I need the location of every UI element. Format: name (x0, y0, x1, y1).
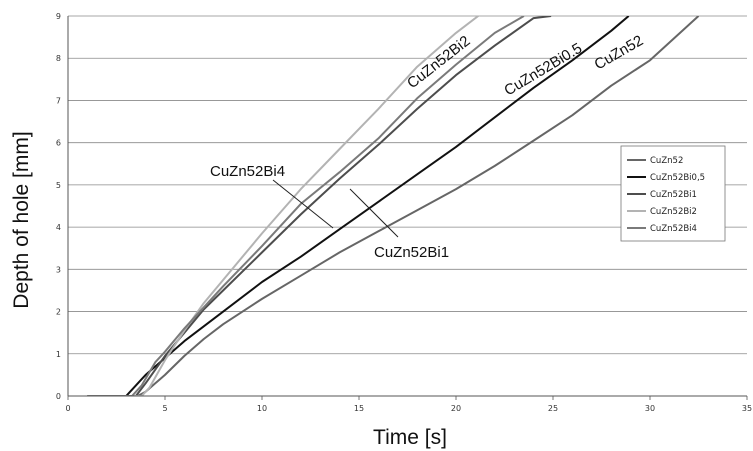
annotation-bi05: CuZn52Bi0.5 (501, 40, 585, 100)
tick-labels: 0 1 2 3 4 5 6 7 8 9 0 5 10 15 20 25 30 35 (56, 12, 752, 413)
x-tick-label: 25 (548, 404, 558, 413)
x-tick-label: 5 (162, 404, 167, 413)
y-tick-label: 0 (56, 392, 61, 401)
x-tick-label: 20 (451, 404, 461, 413)
axes (67, 16, 747, 397)
annotation-bi2: CuZn52Bi2 (404, 33, 474, 93)
series-lines (87, 16, 700, 396)
series-line-cuzn52bi4 (87, 16, 525, 396)
series-line-cuzn52bi1 (87, 16, 552, 396)
x-tick-label: 0 (65, 404, 70, 413)
y-tick-label: 1 (56, 350, 61, 359)
x-tick-label: 35 (742, 404, 752, 413)
annotation-bi4: CuZn52Bi4 (210, 163, 285, 180)
series-line-cuzn52bi2 (87, 16, 480, 396)
legend-label: CuZn52Bi4 (650, 224, 697, 234)
y-tick-label: 9 (56, 12, 61, 21)
x-tick-label: 10 (257, 404, 267, 413)
gridlines (68, 15, 747, 397)
y-tick-label: 7 (56, 96, 61, 105)
y-tick-label: 2 (56, 308, 61, 317)
legend-label: CuZn52Bi1 (650, 190, 697, 200)
x-tick-label: 15 (354, 404, 364, 413)
legend-label: CuZn52Bi2 (650, 207, 697, 217)
x-tick-label: 30 (645, 404, 655, 413)
y-tick-label: 5 (56, 181, 61, 190)
y-tick-label: 6 (56, 139, 61, 148)
legend-label: CuZn52Bi0,5 (650, 173, 705, 183)
annotation-bi1: CuZn52Bi1 (374, 244, 449, 261)
legend: CuZn52 CuZn52Bi0,5 CuZn52Bi1 CuZn52Bi2 CuZn5… (620, 145, 726, 242)
annotation-leader-bi1 (349, 188, 399, 238)
x-axis-title: Time [s] (373, 426, 447, 449)
series-line-cuzn52 (87, 16, 700, 396)
y-axis-title: Depth of hole [mm] (10, 131, 33, 308)
y-tick-label: 4 (56, 223, 61, 232)
series-line-cuzn52bi0-5 (87, 16, 630, 396)
legend-label: CuZn52 (650, 156, 683, 166)
annotation-leader-bi4 (272, 179, 334, 229)
y-tick-label: 3 (56, 265, 61, 274)
y-tick-label: 8 (56, 54, 61, 63)
